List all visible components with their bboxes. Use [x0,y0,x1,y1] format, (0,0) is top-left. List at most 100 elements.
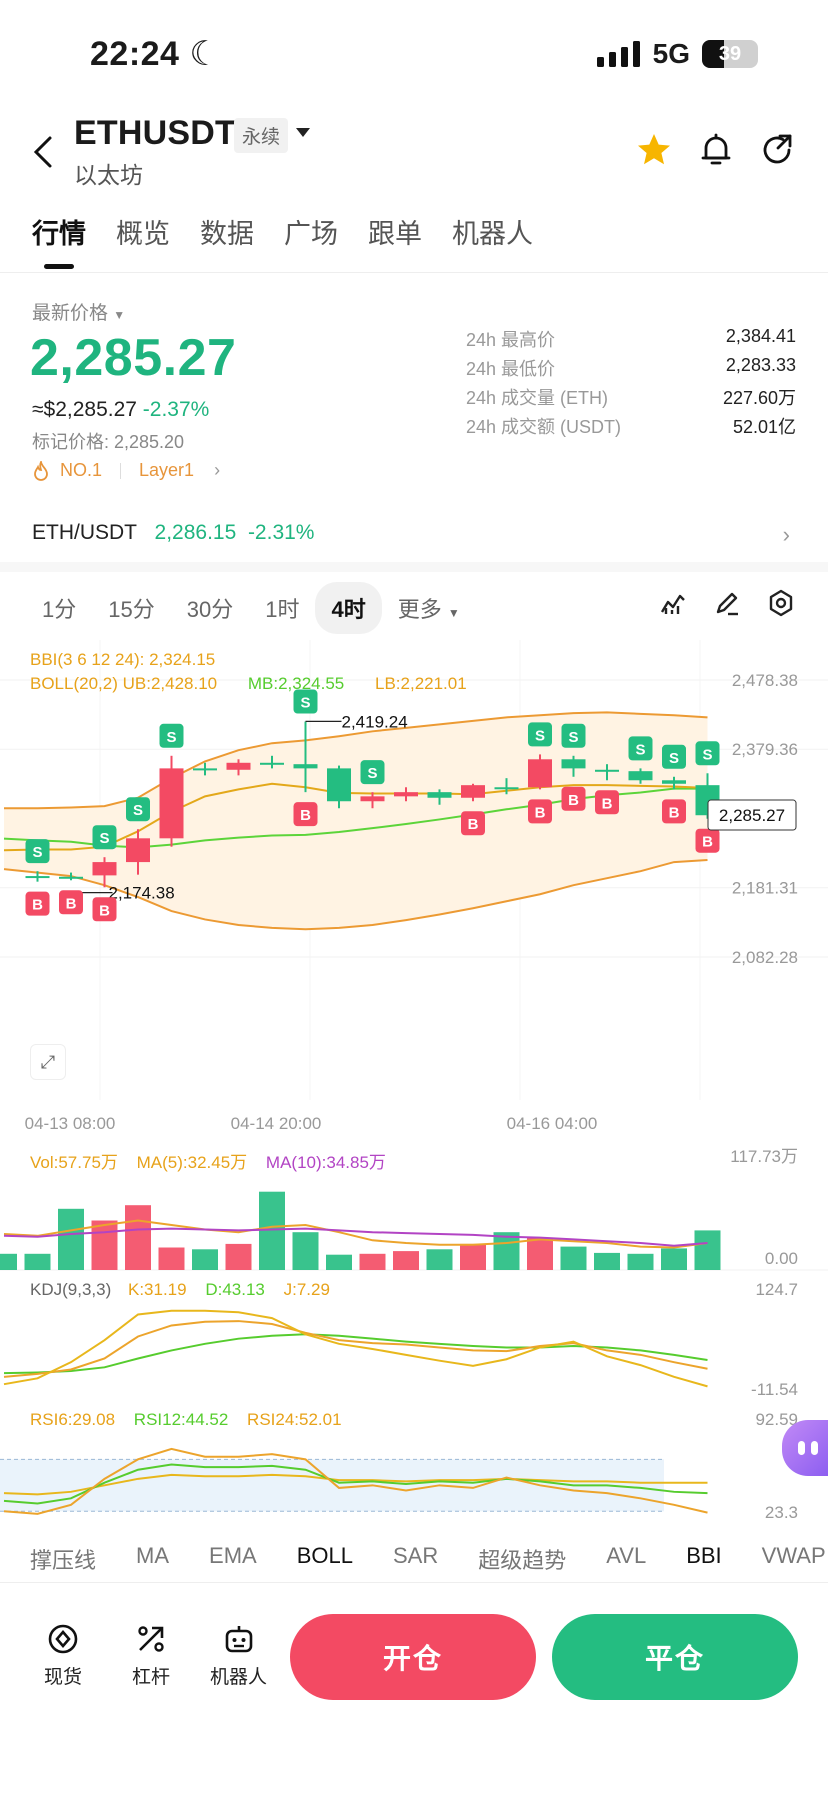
indicator-icon[interactable] [658,588,688,618]
kdj-legend: KDJ(9,3,3) K:31.19 D:43.13 J:7.29 [30,1280,330,1299]
moon-icon: ☾ [189,35,221,73]
latest-price-label[interactable]: 最新价格 ▼ [32,303,126,324]
tf-1h[interactable]: 1时 [265,597,300,622]
close-position-button[interactable]: 平仓 [552,1614,798,1700]
volume-bar [426,1249,453,1270]
share-icon[interactable] [758,130,798,170]
signal-badge [293,802,318,827]
volume-bar [493,1232,520,1270]
rsi12-line [3,1463,708,1505]
ind-bbi[interactable]: BBI [686,1543,722,1568]
signal-icon [596,41,640,67]
active-tab-underline [44,264,74,269]
candle-body [595,769,619,772]
bot-button[interactable]: 机器人 [210,1622,267,1689]
leverage-button[interactable]: 杠杆 [132,1622,170,1689]
tab-overview[interactable]: 概览 [116,219,170,249]
volume-bar [91,1220,118,1270]
spot-button[interactable]: 现货 [44,1622,82,1689]
ind-boll[interactable]: BOLL [296,1543,353,1568]
draw-pen-icon[interactable] [712,588,742,618]
candle-body [360,796,385,802]
signal-label: S [669,750,679,767]
tab-market[interactable]: 行情 [32,219,86,249]
chevron-right-icon: › [214,460,221,480]
price-axis-label: 2,082.28 [732,948,798,967]
price-change: -2.37% [142,398,210,421]
coin-name: 以太坊 [74,162,143,188]
kdj-j-line [3,1309,708,1388]
volume-bar [125,1205,151,1270]
bell-icon[interactable] [696,130,736,170]
tab-copy-trade[interactable]: 跟单 [368,219,422,249]
signal-label: B [602,795,613,812]
signal-label: S [535,727,545,744]
usd-price: ≈$2,285.27 -2.37% [32,398,210,421]
signal-badge [126,797,150,822]
ind-support[interactable]: 撑压线 [30,1548,97,1573]
candle-body [126,838,150,863]
candle-body [92,862,117,876]
signal-badge [662,744,686,769]
tf-1m[interactable]: 1分 [42,597,77,622]
vol-ma10-line [3,1227,708,1247]
spot-pair-row[interactable]: ETH/USDT 2,286.15 -2.31% [32,521,315,544]
symbol-title[interactable]: ETHUSDT [74,114,236,152]
back-icon[interactable] [28,132,58,172]
chevron-down-icon[interactable] [296,128,310,137]
boll-upper-line [4,711,708,810]
signal-badge [595,790,619,815]
signal-label: S [300,695,310,712]
volume-bar [326,1254,352,1270]
signal-label: B [66,895,77,912]
signal-badge [695,828,720,853]
tab-bot[interactable]: 机器人 [452,219,533,249]
kdj-axis-label: -11.54 [751,1380,798,1399]
ind-avl[interactable]: AVL [606,1543,647,1568]
ind-ema[interactable]: EMA [209,1543,257,1568]
signal-badge [695,741,720,766]
tab-data[interactable]: 数据 [200,219,254,249]
spot-icon [48,1624,78,1654]
candle-body [427,792,452,798]
ind-vwap[interactable]: VWAP [761,1543,826,1568]
timeframe-selector: 1分 15分 30分 1时 4时 更多 ▼ [26,582,476,634]
tab-square[interactable]: 广场 [284,219,338,249]
bbi-legend: BBI(3 6 12 24): 2,324.15 [30,650,216,669]
kdj-k-line [3,1320,708,1378]
assistant-bubble[interactable] [782,1420,828,1476]
tf-15m[interactable]: 15分 [108,597,155,622]
leverage-icon [138,1626,164,1652]
candle-body [461,785,485,798]
open-position-button[interactable]: 开仓 [290,1614,536,1700]
spot-price: 2,286.15 [154,521,237,544]
rsi-axis-label: 23.3 [765,1503,798,1520]
network-label: 5G [652,38,690,69]
bbi-line [3,782,708,852]
signal-badge [528,722,552,747]
indicator-tabs: 撑压线 MA EMA BOLL SAR 超级趋势 AVL BBI VWAP [30,1543,826,1575]
rsi-legend: RSI6:29.08 RSI12:44.52 RSI24:52.01 [30,1410,342,1429]
coin-tags[interactable]: NO.1 Layer1 › [32,460,220,481]
tf-more[interactable]: 更多 ▼ [397,597,460,622]
candle-body [662,780,686,784]
tf-4h[interactable]: 4时 [315,582,382,634]
ind-ma[interactable]: MA [136,1543,170,1568]
chevron-right-icon[interactable]: › [782,522,790,547]
ind-sar[interactable]: SAR [392,1543,439,1568]
kline-chart[interactable]: 2,419.24 2,174.38 B S B B S S S S B S B B S S B B S S B S B 2,2… [0,640,828,1522]
star-icon[interactable] [634,130,674,170]
tf-30m[interactable]: 30分 [186,597,234,622]
price-axis-label: 2,181.31 [732,879,798,898]
settings-icon[interactable] [766,588,796,618]
signal-label: B [568,792,579,809]
volume-bar [694,1230,721,1270]
candle-body [528,759,552,788]
high-label: 2,419.24 [342,712,408,731]
candle-body [293,764,318,769]
ind-supertrend[interactable]: 超级趋势 [478,1548,567,1573]
signal-badge [159,723,184,748]
expand-icon[interactable]: ⤢ [30,1044,66,1080]
signal-badge [360,760,385,785]
signal-label: B [702,834,713,851]
